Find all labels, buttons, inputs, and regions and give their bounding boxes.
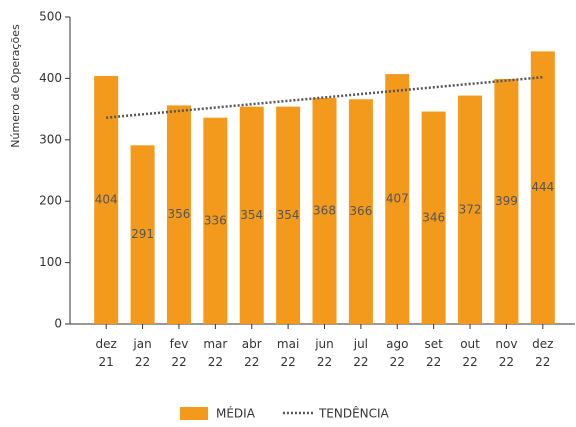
x-tick-label-line: abr bbox=[242, 337, 262, 351]
x-tick-label-line: jun bbox=[314, 337, 334, 351]
bar bbox=[130, 145, 155, 324]
x-tick-label-line: 21 bbox=[99, 355, 114, 369]
x-tick-label-line: 22 bbox=[171, 355, 186, 369]
value-label: 354 bbox=[277, 208, 300, 222]
value-label: 291 bbox=[131, 227, 154, 241]
y-axis-label: Número de Operações bbox=[9, 24, 22, 148]
value-label: 336 bbox=[204, 213, 227, 227]
legend-swatch bbox=[180, 407, 208, 420]
legend-label: TENDÊNCIA bbox=[318, 406, 390, 421]
x-tick-label: mai 22 bbox=[277, 337, 299, 369]
x-tick-label-line: jan bbox=[132, 337, 151, 351]
x-tick-label-line: 22 bbox=[499, 355, 514, 369]
x-tick-label-line: 22 bbox=[135, 355, 150, 369]
x-tick-label: dez 22 bbox=[532, 337, 553, 369]
legend-label: MÉDIA bbox=[216, 406, 256, 421]
value-label: 368 bbox=[313, 204, 336, 218]
x-tick-label: dez 21 bbox=[96, 337, 117, 369]
x-tick-label-line: 22 bbox=[280, 355, 295, 369]
value-label: 346 bbox=[422, 210, 445, 224]
bar bbox=[239, 106, 264, 324]
bar bbox=[166, 105, 191, 324]
x-tick-label-line: 22 bbox=[353, 355, 368, 369]
x-tick-label-line: out bbox=[460, 337, 480, 351]
bar bbox=[385, 74, 410, 325]
bar bbox=[312, 98, 337, 324]
x-tick-label: fev 22 bbox=[170, 337, 189, 369]
x-tick-label-line: 22 bbox=[317, 355, 332, 369]
x-tick-label: nov 22 bbox=[495, 337, 517, 369]
bar bbox=[348, 99, 373, 324]
x-tick-label-line: 22 bbox=[426, 355, 441, 369]
value-label: 372 bbox=[459, 202, 482, 216]
value-label: 366 bbox=[349, 204, 372, 218]
value-label: 404 bbox=[95, 192, 118, 206]
x-tick-label-line: ago bbox=[386, 337, 408, 351]
x-tick-label: abr 22 bbox=[242, 337, 262, 369]
x-tick-label-line: nov bbox=[495, 337, 517, 351]
value-label: 407 bbox=[386, 192, 409, 206]
bar bbox=[203, 117, 228, 324]
x-tick-label-line: set bbox=[424, 337, 443, 351]
x-tick-label-line: fev bbox=[170, 337, 189, 351]
x-tick-label-line: dez bbox=[96, 337, 117, 351]
x-tick-label: out 22 bbox=[460, 337, 480, 369]
y-tick-label: 400 bbox=[39, 71, 62, 85]
x-tick-label-line: 22 bbox=[462, 355, 477, 369]
x-tick-label-line: mar bbox=[203, 337, 227, 351]
x-tick-label: jun 22 bbox=[314, 337, 334, 369]
x-tick-label: set 22 bbox=[424, 337, 443, 369]
x-tick-label-line: dez bbox=[532, 337, 553, 351]
value-label: 356 bbox=[168, 207, 191, 221]
y-tick-label: 100 bbox=[39, 255, 62, 269]
value-label: 354 bbox=[240, 208, 263, 222]
y-tick-label: 200 bbox=[39, 194, 62, 208]
x-tick-label-line: jul bbox=[353, 337, 368, 351]
x-tick-label-line: 22 bbox=[390, 355, 405, 369]
x-tick-label-line: 22 bbox=[208, 355, 223, 369]
y-tick-label: 500 bbox=[39, 10, 62, 24]
x-tick-label-line: 22 bbox=[244, 355, 259, 369]
x-tick-label: mar 22 bbox=[203, 337, 227, 369]
value-label: 399 bbox=[495, 194, 518, 208]
y-tick-label: 300 bbox=[39, 132, 62, 146]
x-tick-label: jul 22 bbox=[353, 337, 369, 369]
x-tick-label-line: mai bbox=[277, 337, 299, 351]
value-label: 444 bbox=[531, 180, 554, 194]
y-tick-label: 0 bbox=[54, 317, 62, 331]
bar bbox=[458, 95, 483, 324]
x-tick-label-line: 22 bbox=[535, 355, 550, 369]
x-tick-label: jan 22 bbox=[132, 337, 151, 369]
trend-line bbox=[106, 75, 543, 119]
bar bbox=[276, 106, 301, 324]
bar bbox=[530, 51, 555, 324]
x-tick-label: ago 22 bbox=[386, 337, 408, 369]
bar bbox=[421, 111, 446, 324]
bar bbox=[494, 79, 519, 324]
